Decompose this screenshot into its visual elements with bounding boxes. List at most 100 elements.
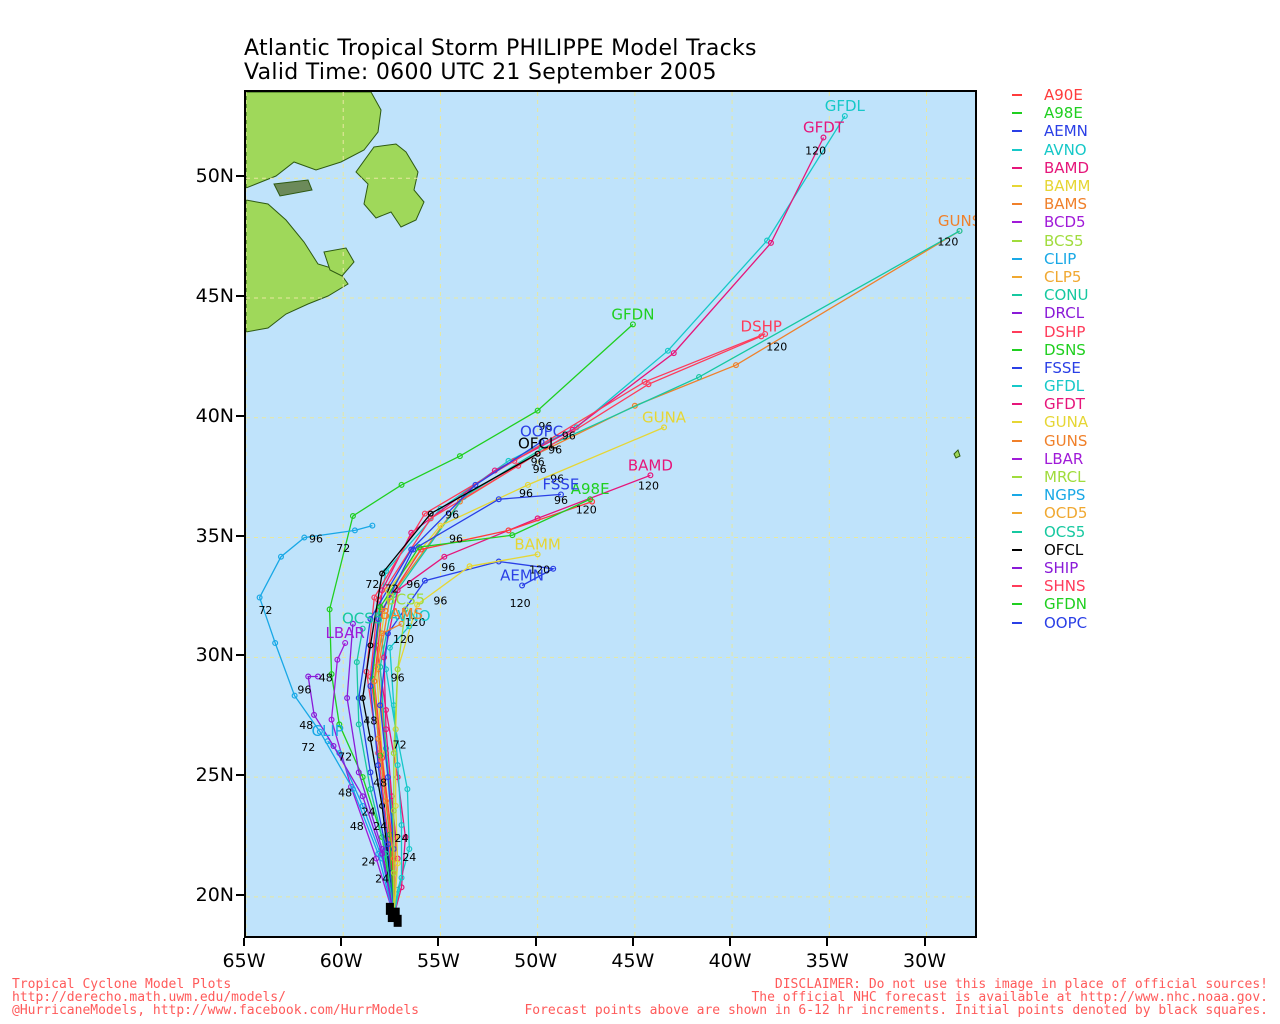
- forecast-hour-label: 48: [319, 671, 333, 684]
- forecast-hour-label: 96: [445, 508, 459, 521]
- forecast-hour-label: 96: [441, 561, 455, 574]
- legend-item-gfdt: GFDT: [1012, 395, 1090, 413]
- track-point-aemn: [384, 774, 391, 781]
- lat-tick: [236, 654, 244, 657]
- track-point-ocs5: [353, 659, 360, 666]
- legend-swatch: [1012, 257, 1022, 260]
- footer-right-line2[interactable]: The official NHC forecast is available a…: [751, 990, 1268, 1005]
- track-point-ocs5: [359, 625, 366, 632]
- track-oopc[interactable]: [358, 441, 542, 917]
- legend-label: DSNS: [1044, 340, 1086, 359]
- legend-swatch: [1012, 512, 1022, 515]
- track-ship[interactable]: [307, 675, 395, 917]
- track-point-ngps: [351, 527, 358, 534]
- track-bcs5[interactable]: [393, 609, 407, 916]
- track-point-ngps: [375, 850, 382, 857]
- legend-item-gfdl: GFDL: [1012, 377, 1090, 395]
- track-guna[interactable]: [375, 426, 665, 917]
- track-ocs5[interactable]: [356, 628, 395, 917]
- track-aemn[interactable]: [379, 560, 556, 917]
- track-point-ship: [359, 793, 366, 800]
- track-ngps[interactable]: [258, 524, 395, 917]
- legend-label: DRCL: [1044, 304, 1085, 323]
- legend-swatch: [1012, 185, 1022, 188]
- lon-tick: [631, 938, 634, 946]
- track-point-gfdn: [326, 606, 333, 613]
- legend-item-drcl: DRCL: [1012, 304, 1090, 322]
- legend-label: LBAR: [1044, 449, 1084, 468]
- track-point-gfdl: [404, 786, 411, 793]
- track-name-dshp: DSHP: [741, 317, 782, 335]
- track-point-gfdn: [328, 671, 335, 678]
- track-point-ocs5: [367, 786, 374, 793]
- track-point-drcl: [355, 769, 362, 776]
- forecast-hour-label: 120: [766, 341, 787, 354]
- legend: A90E A98E AEMN AVNO BAMD BAMM BAMS BCD5 BCS5 CLIP…: [1012, 86, 1090, 632]
- legend-swatch: [1012, 530, 1022, 533]
- lat-tick-label: 20N: [195, 883, 234, 906]
- legend-item-clp5: CLP5: [1012, 268, 1090, 286]
- footer-left-line3[interactable]: @HurricaneModels, http://www.facebook.co…: [12, 1003, 419, 1018]
- track-point-bcs5: [390, 807, 397, 814]
- track-name-avno: AVNO: [388, 607, 431, 625]
- track-point-bams: [382, 798, 389, 805]
- track-point-ofcl: [359, 695, 366, 702]
- legend-swatch: [1012, 421, 1022, 424]
- track-fsse[interactable]: [369, 493, 562, 917]
- legend-label: AVNO: [1044, 140, 1087, 159]
- track-gfdt[interactable]: [375, 137, 825, 917]
- track-ofcl[interactable]: [362, 453, 538, 917]
- legend-item-dsns: DSNS: [1012, 341, 1090, 359]
- track-point-ngps: [301, 534, 308, 541]
- tracks-layer: [256, 112, 963, 927]
- track-name-bcs5: BCS5: [386, 590, 426, 608]
- track-point-ofcl: [367, 735, 374, 742]
- track-point-ship: [305, 673, 312, 680]
- hour-labels-layer: 1201201201201201201201201209696969696969…: [258, 144, 958, 885]
- forecast-hour-label: 72: [338, 750, 352, 763]
- lon-tick-label: 50W: [514, 950, 558, 972]
- legend-item-ocs5: OCS5: [1012, 523, 1090, 541]
- track-point-fsse: [375, 762, 382, 769]
- legend-swatch: [1012, 203, 1022, 206]
- track-map[interactable]: 120 120 120 120 120 120 120 120 120 96 96 96 96 96 96 9…: [244, 90, 977, 938]
- legend-swatch: [1012, 348, 1022, 351]
- track-point-bamd: [382, 726, 389, 733]
- track-point-bamd: [647, 472, 654, 479]
- lon-tick-label: 60W: [319, 950, 363, 972]
- track-point-shns: [421, 510, 428, 517]
- legend-label: CONU: [1044, 286, 1089, 305]
- track-avno[interactable]: [389, 625, 410, 917]
- track-guns[interactable]: [377, 230, 960, 917]
- track-shns[interactable]: [365, 333, 766, 917]
- legend-swatch: [1012, 385, 1022, 388]
- track-point-gfdn: [398, 481, 405, 488]
- forecast-hour-label: 120: [529, 563, 550, 576]
- legend-swatch: [1012, 494, 1022, 497]
- forecast-hour-label: 120: [405, 616, 426, 629]
- footer-left-line2[interactable]: http://derecho.math.uwm.edu/models/: [12, 990, 286, 1005]
- track-point-aemn: [377, 702, 384, 709]
- initial-point-square: [385, 902, 394, 915]
- forecast-hour-label: 120: [805, 144, 826, 157]
- legend-item-shns: SHNS: [1012, 577, 1090, 595]
- land-layer: [246, 92, 961, 459]
- track-point-bcs5: [390, 750, 397, 757]
- footer-left-line1: Tropical Cyclone Model Plots: [12, 977, 232, 992]
- track-gfdn[interactable]: [328, 323, 634, 917]
- legend-swatch: [1012, 275, 1022, 278]
- forecast-hour-label: 120: [576, 504, 597, 517]
- legend-swatch: [1012, 166, 1022, 169]
- track-point-ofcl: [379, 802, 386, 809]
- footer-right-line1: DISCLAIMER: Do not use this image in pla…: [774, 977, 1268, 992]
- track-a90e[interactable]: [373, 500, 593, 917]
- legend-swatch: [1012, 366, 1022, 369]
- track-conu[interactable]: [379, 230, 960, 916]
- track-point-gfdn: [349, 513, 356, 520]
- track-point-ngps: [369, 522, 376, 529]
- legend-label: BAMS: [1044, 195, 1088, 214]
- lat-tick-label: 40N: [195, 404, 234, 427]
- track-point-oopc: [367, 616, 374, 623]
- track-name-bamm: BAMM: [514, 535, 560, 553]
- track-dshp[interactable]: [369, 335, 762, 917]
